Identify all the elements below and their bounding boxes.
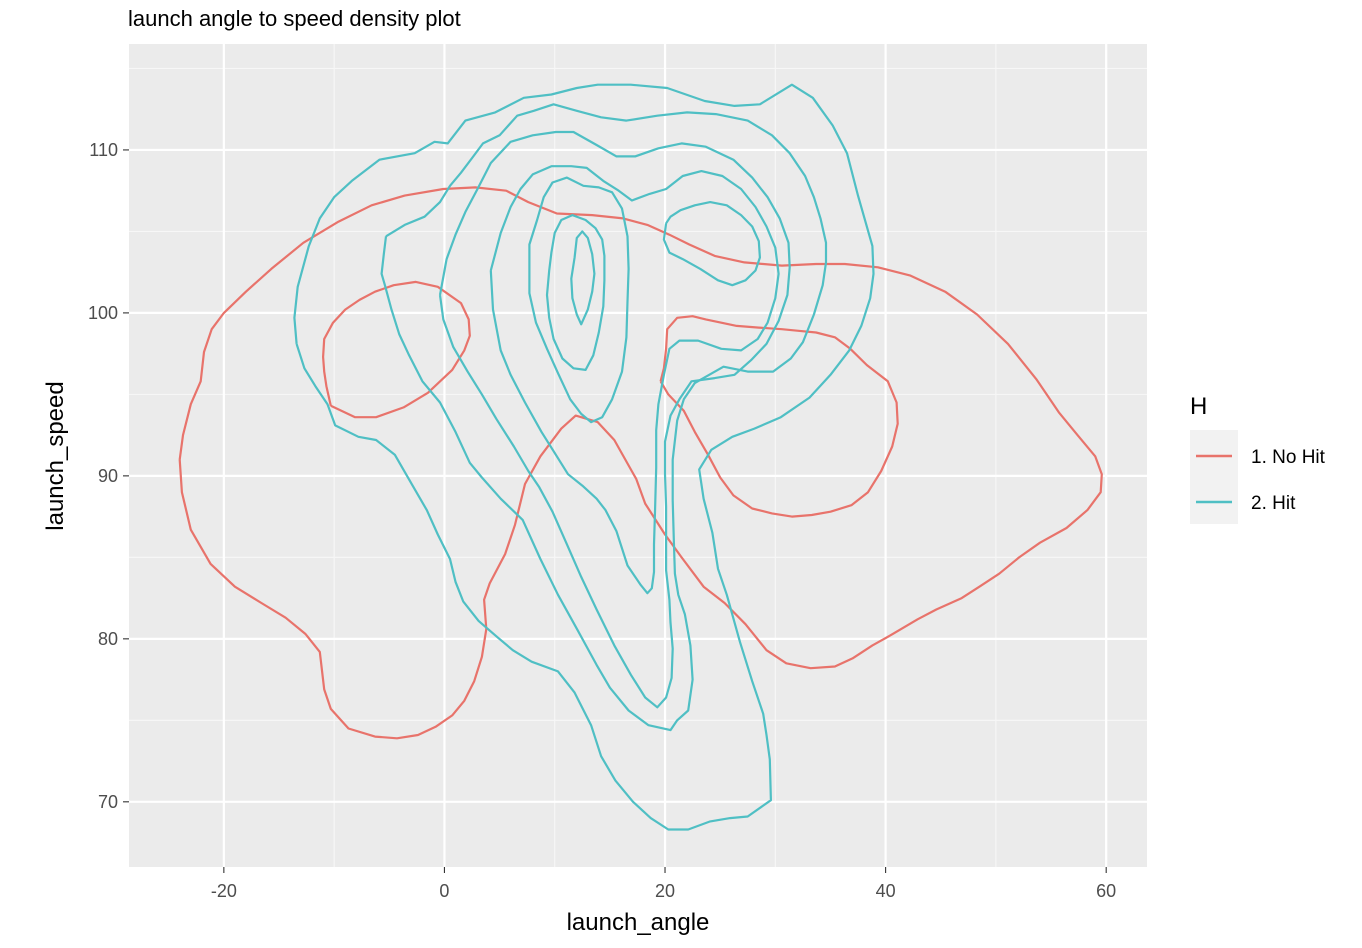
x-tick-label: 60: [1096, 881, 1116, 901]
contour-line: [570, 230, 596, 326]
y-axis-ticks: 70 80 90 100 110: [88, 140, 129, 812]
x-tick-label: 40: [876, 881, 896, 901]
x-axis-title: launch_angle: [567, 909, 710, 936]
major-gridlines: [129, 44, 1147, 867]
legend: H 1. No Hit 2. Hit: [1190, 393, 1326, 524]
legend-title: H: [1190, 393, 1207, 420]
y-tick-label: 100: [88, 303, 118, 323]
contour-line: [662, 201, 762, 287]
contour-line: [659, 315, 899, 518]
contour-line: [438, 130, 791, 709]
x-tick-label: 20: [655, 881, 675, 901]
legend-keys-background: [1190, 430, 1238, 524]
contour-line: [322, 280, 471, 419]
chart-title: launch angle to speed density plot: [128, 6, 461, 31]
x-tick-label: 0: [439, 881, 449, 901]
contour-lines: [178, 83, 1103, 831]
contour-line: [528, 176, 630, 424]
contour-line: [178, 186, 1103, 740]
y-tick-label: 80: [98, 629, 118, 649]
y-tick-label: 70: [98, 792, 118, 812]
plot-panel: [129, 44, 1147, 867]
legend-label: 1. No Hit: [1251, 447, 1326, 468]
x-axis-ticks: -20 0 20 40 60: [211, 867, 1116, 901]
contour-line: [293, 83, 875, 831]
contour-line: [545, 214, 606, 371]
y-axis-title: launch_speed: [42, 381, 69, 530]
contour-line: [380, 103, 828, 732]
legend-label: 2. Hit: [1251, 493, 1296, 514]
contour-line: [489, 165, 780, 595]
y-tick-label: 110: [89, 140, 118, 160]
y-tick-label: 90: [98, 466, 118, 486]
x-tick-label: -20: [211, 881, 237, 901]
